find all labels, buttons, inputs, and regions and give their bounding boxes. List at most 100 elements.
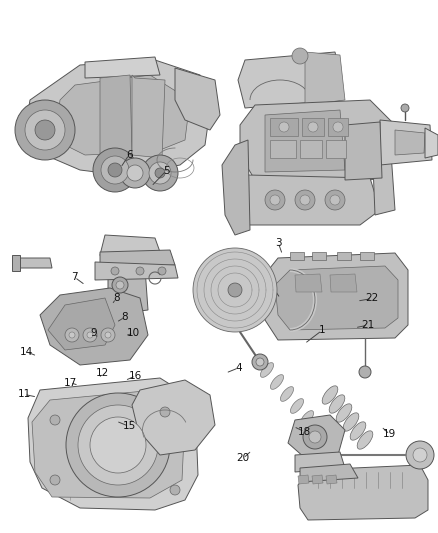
Circle shape <box>325 190 345 210</box>
Circle shape <box>158 267 166 275</box>
Circle shape <box>83 328 97 342</box>
Ellipse shape <box>343 413 359 431</box>
Bar <box>290 252 304 260</box>
Circle shape <box>101 328 115 342</box>
Polygon shape <box>312 475 323 484</box>
Circle shape <box>406 441 434 469</box>
Polygon shape <box>270 140 296 158</box>
Text: 16: 16 <box>129 371 142 381</box>
Circle shape <box>270 195 280 205</box>
Polygon shape <box>262 253 408 340</box>
Text: 21: 21 <box>361 320 374 330</box>
Circle shape <box>300 195 310 205</box>
Ellipse shape <box>336 404 352 422</box>
Circle shape <box>193 248 277 332</box>
Circle shape <box>170 485 180 495</box>
Polygon shape <box>240 100 395 185</box>
Polygon shape <box>298 475 309 484</box>
Text: 12: 12 <box>96 368 110 378</box>
Circle shape <box>35 120 55 140</box>
Text: 7: 7 <box>71 272 78 282</box>
Circle shape <box>50 475 60 485</box>
Text: 4: 4 <box>235 363 242 373</box>
Polygon shape <box>18 258 52 268</box>
Ellipse shape <box>357 431 373 449</box>
Text: 9: 9 <box>91 328 98 338</box>
Text: 22: 22 <box>366 294 379 303</box>
Circle shape <box>160 407 170 417</box>
Text: 8: 8 <box>121 312 128 322</box>
Polygon shape <box>300 464 358 482</box>
Polygon shape <box>132 380 215 455</box>
Polygon shape <box>222 140 250 235</box>
Circle shape <box>127 165 143 181</box>
Text: 2: 2 <box>268 280 275 290</box>
Circle shape <box>295 190 315 210</box>
Circle shape <box>303 425 327 449</box>
Polygon shape <box>395 130 425 155</box>
Circle shape <box>66 393 170 497</box>
Text: 19: 19 <box>383 430 396 439</box>
Ellipse shape <box>350 422 366 440</box>
Polygon shape <box>328 118 348 136</box>
Circle shape <box>65 328 79 342</box>
Polygon shape <box>55 75 190 155</box>
Circle shape <box>265 190 285 210</box>
Circle shape <box>208 263 262 317</box>
Text: 18: 18 <box>298 427 311 437</box>
Polygon shape <box>305 52 345 105</box>
Text: 11: 11 <box>18 390 31 399</box>
Circle shape <box>256 358 264 366</box>
Polygon shape <box>12 255 20 271</box>
Circle shape <box>120 158 150 188</box>
Polygon shape <box>95 262 178 280</box>
Circle shape <box>116 281 124 289</box>
Circle shape <box>279 122 289 132</box>
Ellipse shape <box>329 395 345 413</box>
Circle shape <box>200 255 270 325</box>
Circle shape <box>69 332 75 338</box>
Polygon shape <box>275 266 398 330</box>
Circle shape <box>87 332 93 338</box>
Circle shape <box>330 195 340 205</box>
Polygon shape <box>295 274 322 292</box>
Text: 3: 3 <box>275 238 282 247</box>
Polygon shape <box>330 274 357 292</box>
Polygon shape <box>32 390 185 498</box>
Circle shape <box>333 122 343 132</box>
Polygon shape <box>265 110 345 172</box>
Text: 10: 10 <box>127 328 140 338</box>
Circle shape <box>155 168 165 178</box>
Polygon shape <box>175 68 220 130</box>
Polygon shape <box>302 118 324 136</box>
Circle shape <box>78 405 158 485</box>
Polygon shape <box>295 452 345 472</box>
Bar <box>312 252 326 260</box>
Text: 5: 5 <box>163 166 170 175</box>
Circle shape <box>25 110 65 150</box>
Circle shape <box>90 417 146 473</box>
Polygon shape <box>270 118 298 136</box>
Circle shape <box>111 267 119 275</box>
Circle shape <box>401 104 409 112</box>
Circle shape <box>108 163 122 177</box>
Polygon shape <box>380 120 432 165</box>
Polygon shape <box>28 378 198 510</box>
Circle shape <box>149 162 171 184</box>
Polygon shape <box>425 128 438 158</box>
Polygon shape <box>100 250 175 268</box>
Circle shape <box>222 277 248 303</box>
Circle shape <box>309 431 321 443</box>
Text: 15: 15 <box>123 422 136 431</box>
Text: 20: 20 <box>237 454 250 463</box>
Ellipse shape <box>322 386 338 404</box>
Polygon shape <box>298 465 428 520</box>
Circle shape <box>215 270 255 310</box>
Polygon shape <box>25 60 210 175</box>
Polygon shape <box>326 475 337 484</box>
Text: 14: 14 <box>20 347 33 357</box>
Text: 8: 8 <box>113 294 120 303</box>
Text: 6: 6 <box>126 150 133 159</box>
Circle shape <box>252 354 268 370</box>
Ellipse shape <box>311 423 324 438</box>
